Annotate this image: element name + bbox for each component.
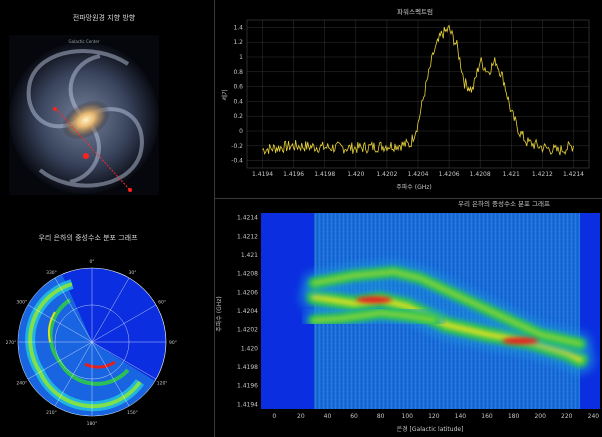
heatmap-ylabel: 주파수 (GHz): [215, 296, 223, 331]
spectrum-series-line: [262, 24, 574, 156]
heatmap-x-tick: 60: [350, 413, 358, 420]
heatmap-hotspot: [502, 337, 539, 345]
vertical-divider: [214, 0, 215, 437]
spectrum-y-tick: -0.4: [231, 158, 243, 165]
heatmap-x-tick: 200: [534, 413, 546, 420]
sun-position-marker: [83, 153, 89, 159]
horizontal-divider: [215, 198, 602, 199]
heatmap-y-tick: 1.4214: [237, 215, 258, 222]
polar-angle-label: 120°: [157, 381, 168, 387]
spectrum-x-tick: 1.4202: [376, 171, 397, 178]
heatmap-y-tick: 1.420: [241, 345, 258, 352]
polar-angle-label: 330°: [46, 270, 57, 276]
heatmap-y-tick: 1.4196: [237, 383, 258, 390]
spectrum-x-tick: 1.4212: [532, 171, 553, 178]
heatmap-y-tick: 1.4198: [237, 364, 258, 371]
spectrum-x-tick: 1.420: [347, 171, 364, 178]
heatmap-x-tick: 120: [428, 413, 440, 420]
spectrum-title: 파워스펙트럼: [397, 7, 433, 16]
pointing-line: [54, 107, 131, 191]
heatmap-y-tick: 1.4208: [237, 271, 258, 278]
spectrum-xlabel: 주파수 (GHz): [396, 183, 431, 191]
spectrum-x-tick: 1.4196: [283, 171, 304, 178]
heatmap-x-tick: 40: [324, 413, 332, 420]
spectrum-x-tick: 1.4214: [563, 171, 584, 178]
polar-plot: 0° 30° 60° 90° 120° 150° 180° 210° 240° 270° 300° 3…: [6, 259, 177, 427]
spectrum-chart: 파워스펙트럼 세기 주파수 (GHz) 1.4194 1.4196 1.4198 1.…: [221, 7, 590, 191]
heatmap-y-tick: 1.4212: [237, 233, 258, 240]
spectrum-y-tick: 1.2: [233, 39, 243, 46]
galaxy-panel-title: 전파망원경 지향 방향: [72, 14, 136, 22]
spectrum-x-tick: 1.4208: [470, 171, 491, 178]
heatmap-x-tick: 180: [508, 413, 520, 420]
spectrum-x-tick: 1.421: [503, 171, 520, 178]
heatmap-xlabel: 은경 [Galactic latitude]: [397, 426, 464, 433]
spectrum-y-tick: 1: [239, 54, 243, 61]
heatmap-hotspot: [356, 296, 392, 304]
spectrum-x-tick: 1.4206: [439, 171, 460, 178]
polar-angle-label: 210°: [46, 410, 57, 416]
polar-angle-label: 0°: [89, 259, 94, 265]
polar-panel: 우리 은하의 중성수소 분포 그래프 0° 30° 60° 90° 120° 150° 18…: [0, 222, 214, 437]
galaxy-panel: 전파망원경 지향 방향 Galacti: [0, 0, 214, 222]
polar-panel-title: 우리 은하의 중성수소 분포 그래프: [38, 234, 138, 242]
heatmap-x-tick: 140: [455, 413, 467, 420]
heatmap-y-tick: 1.4194: [237, 401, 258, 408]
polar-angle-label: 270°: [6, 340, 17, 346]
spectrum-x-tick: 1.4194: [252, 171, 273, 178]
spectrum-y-tick: 0.8: [233, 69, 243, 76]
heatmap-title: 우리 은하의 중성수소 분포 그래프: [458, 199, 550, 208]
heatmap-y-tick: 1.4204: [237, 308, 258, 315]
polar-angle-label: 90°: [169, 340, 177, 346]
heatmap-x-tick: 80: [377, 413, 385, 420]
spectrum-y-tick: 1.4: [233, 24, 243, 31]
heatmap-chart: 우리 은하의 중성수소 분포 그래프 주파수 (GHz) 은경 [Galacti…: [215, 199, 600, 433]
heatmap-y-tick: 1.421: [241, 252, 258, 259]
heatmap-y-tick: 1.4206: [237, 289, 258, 296]
heatmap-x-tick: 160: [481, 413, 493, 420]
heatmap-x-tick: 20: [297, 413, 305, 420]
heatmap-x-tick: 0: [272, 413, 276, 420]
polar-angle-labels: 0° 30° 60° 90° 120° 150° 180° 210° 240° 270° 300° 3…: [6, 259, 177, 427]
heatmap-y-tick: 1.4202: [237, 327, 258, 334]
polar-angle-label: 30°: [129, 270, 137, 276]
heatmap-x-tick: 220: [561, 413, 573, 420]
spectrum-y-tick: 0.4: [233, 98, 243, 105]
heatmap-ridge-core: [312, 270, 582, 346]
polar-angle-label: 240°: [16, 381, 27, 387]
heatmap-x-tick: 240: [588, 413, 600, 420]
spectrum-x-tick: 1.4198: [314, 171, 335, 178]
spectrum-y-tick: 0.6: [233, 84, 243, 91]
galaxy-image: Galactic Center: [9, 35, 159, 195]
spectrum-x-tick: 1.4204: [408, 171, 429, 178]
spectrum-y-tick: 0: [239, 128, 243, 135]
spectrum-ylabel: 세기: [221, 89, 229, 100]
spectrum-y-tick: 0.2: [233, 113, 243, 120]
spectrum-panel: 파워스펙트럼 세기 주파수 (GHz) 1.4194 1.4196 1.4198 1.…: [215, 0, 602, 198]
polar-angle-label: 300°: [16, 300, 27, 306]
polar-angle-label: 180°: [87, 421, 98, 427]
polar-grid: [18, 268, 166, 416]
heatmap-ridge-core: [312, 311, 436, 322]
galactic-center-label: Galactic Center: [69, 39, 100, 44]
heatmap-x-tick: 100: [402, 413, 414, 420]
heatmap-panel: 우리 은하의 중성수소 분포 그래프 주파수 (GHz) 은경 [Galacti…: [215, 199, 602, 437]
spectrum-y-tick: -0.2: [231, 143, 243, 150]
polar-angle-label: 60°: [158, 300, 166, 306]
polar-angle-label: 150°: [127, 410, 138, 416]
